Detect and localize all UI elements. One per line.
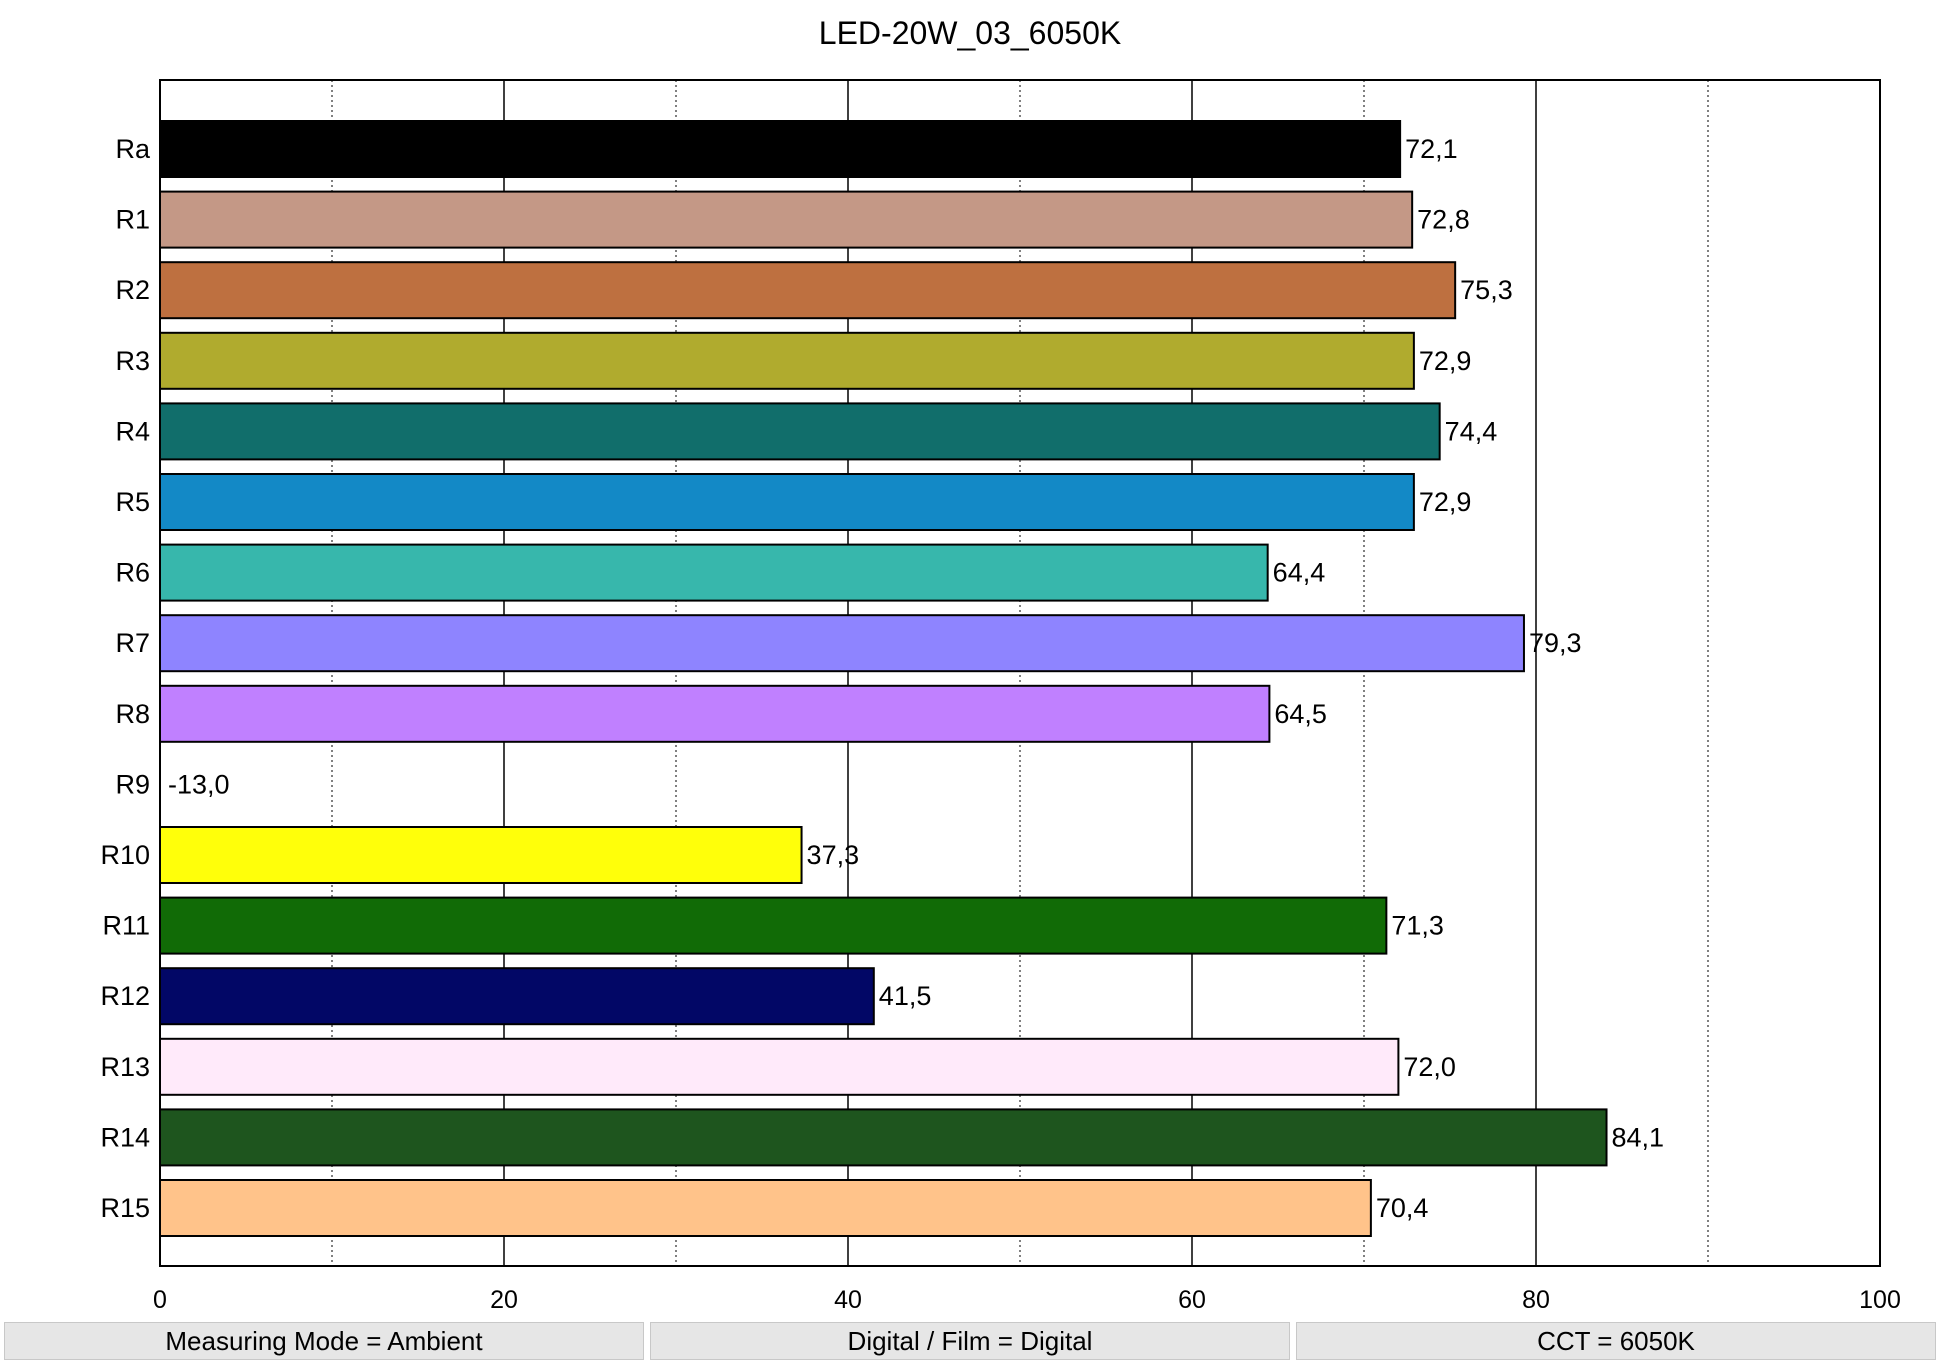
data-label: 41,5 <box>879 981 932 1011</box>
bars-layer <box>159 120 1608 1237</box>
category-label: R2 <box>115 275 150 305</box>
category-label: R15 <box>100 1193 150 1223</box>
data-label: 71,3 <box>1391 911 1444 941</box>
bar <box>159 473 1415 531</box>
category-label: Ra <box>115 134 150 164</box>
measuring-mode-status: Measuring Mode = Ambient <box>4 1322 644 1360</box>
plot-frame <box>159 79 1881 1267</box>
bar <box>159 614 1525 673</box>
x-tick-label: 40 <box>834 1286 862 1314</box>
data-label: 37,3 <box>807 840 860 870</box>
bar <box>159 543 1269 602</box>
x-tick-label: 20 <box>490 1286 518 1314</box>
x-tick-label: 80 <box>1522 1286 1550 1314</box>
category-label: R8 <box>115 699 150 729</box>
category-label: R3 <box>115 346 150 376</box>
category-label: R1 <box>115 205 150 235</box>
data-label: 72,1 <box>1405 134 1458 164</box>
data-label: 72,9 <box>1419 346 1472 376</box>
category-label: R13 <box>100 1052 150 1082</box>
bar <box>159 896 1388 955</box>
data-label: 84,1 <box>1612 1122 1665 1152</box>
category-label: R12 <box>100 981 150 1011</box>
data-label: 72,8 <box>1417 205 1470 235</box>
bar <box>159 261 1457 320</box>
chart-title: LED-20W_03_6050K <box>819 15 1121 51</box>
category-label: R5 <box>115 487 150 517</box>
data-label: 75,3 <box>1460 275 1513 305</box>
bar <box>159 826 803 884</box>
labels-layer: 0 20 40 60 80 100 Ra 72,1 R1 72,8 R2 75,3 R3 72,9 R4 74… <box>100 134 1900 1314</box>
status-bar: Measuring Mode = Ambient Digital / Film … <box>4 1322 1936 1360</box>
category-label: R7 <box>115 628 150 658</box>
category-label: R10 <box>100 840 150 870</box>
data-label: -13,0 <box>168 769 230 799</box>
bar <box>159 1179 1372 1237</box>
data-label: 74,4 <box>1445 416 1498 446</box>
digital-film-status: Digital / Film = Digital <box>650 1322 1290 1360</box>
data-label: 79,3 <box>1529 628 1582 658</box>
bar <box>159 402 1441 461</box>
data-label: 72,0 <box>1403 1052 1456 1082</box>
category-label: R11 <box>102 911 150 941</box>
category-label: R14 <box>100 1122 150 1152</box>
data-label: 64,4 <box>1273 558 1326 588</box>
category-label: R9 <box>115 769 150 799</box>
cri-bar-chart: LED-20W_03_6050K 0 20 40 60 80 100 Ra 72,1 R1 72,… <box>100 15 1900 1314</box>
data-label: 64,5 <box>1274 699 1327 729</box>
x-tick-label: 100 <box>1859 1286 1901 1314</box>
bar <box>159 120 1402 178</box>
data-label: 70,4 <box>1376 1193 1429 1223</box>
x-tick-label: 0 <box>153 1286 167 1314</box>
data-label: 72,9 <box>1419 487 1472 517</box>
bar <box>159 684 1271 743</box>
category-label: R6 <box>115 558 150 588</box>
x-tick-label: 60 <box>1178 1286 1206 1314</box>
bar <box>159 331 1415 390</box>
bar <box>159 1037 1400 1096</box>
cct-status: CCT = 6050K <box>1296 1322 1936 1360</box>
category-label: R4 <box>115 416 150 446</box>
bar <box>159 967 875 1026</box>
bar <box>159 190 1414 249</box>
bar <box>159 1108 1608 1167</box>
